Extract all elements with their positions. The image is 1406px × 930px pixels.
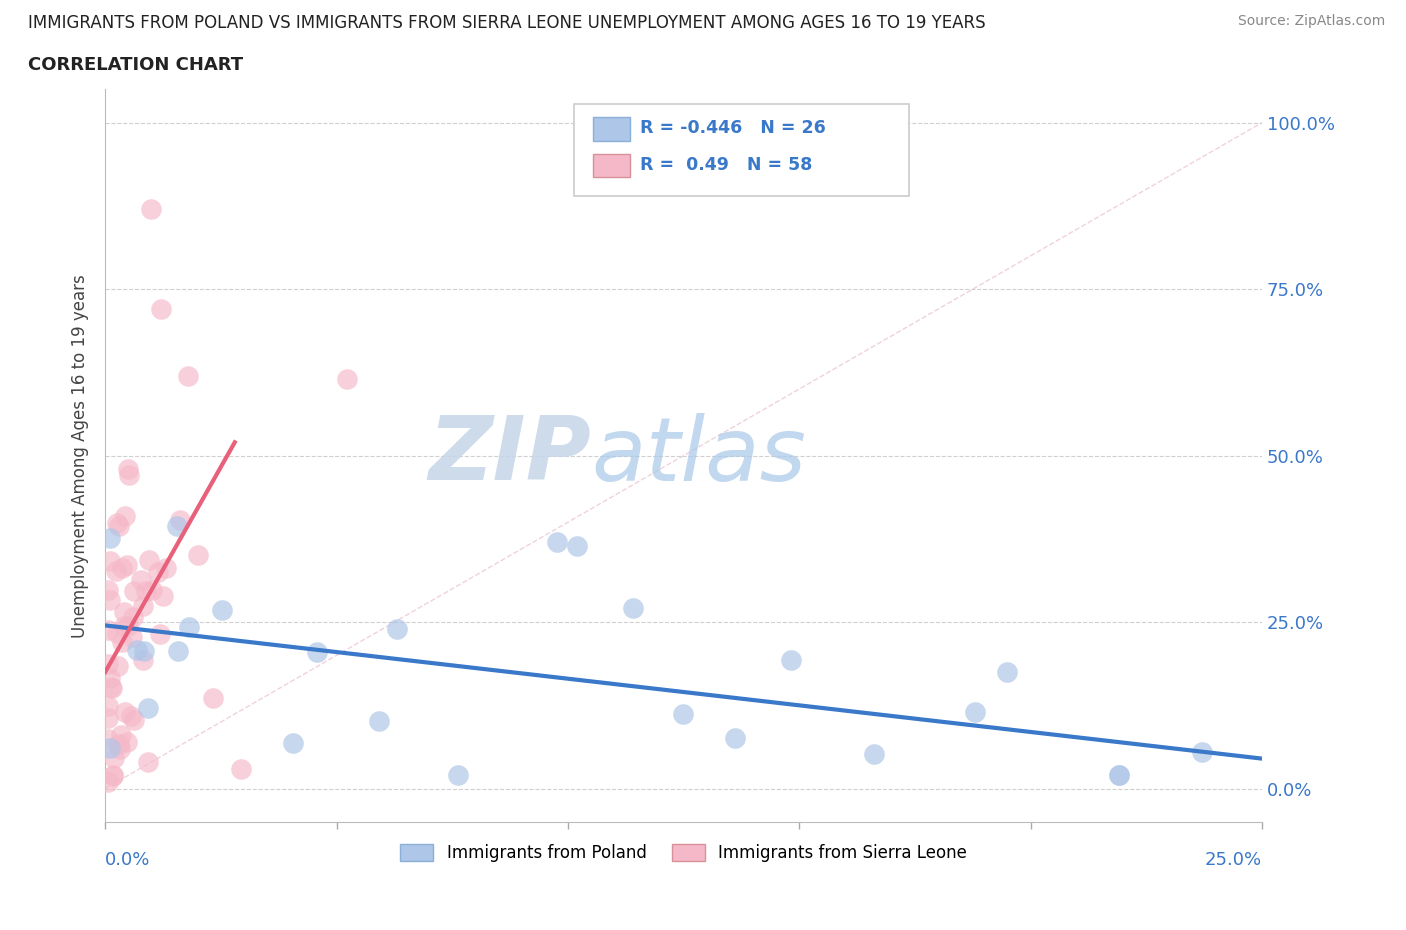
Point bbox=[121, 629, 143, 644]
Point bbox=[97, 582, 120, 597]
Text: R =  0.49   N = 58: R = 0.49 N = 58 bbox=[640, 156, 813, 174]
Point bbox=[112, 604, 135, 619]
Point bbox=[96, 711, 118, 725]
Point bbox=[146, 565, 169, 579]
Legend: Immigrants from Poland, Immigrants from Sierra Leone: Immigrants from Poland, Immigrants from … bbox=[394, 837, 974, 869]
Point bbox=[97, 657, 120, 671]
Point bbox=[307, 644, 329, 659]
Point bbox=[96, 622, 118, 637]
Text: Source: ZipAtlas.com: Source: ZipAtlas.com bbox=[1237, 14, 1385, 28]
Point bbox=[138, 552, 160, 567]
Point bbox=[114, 508, 136, 523]
Point bbox=[201, 691, 224, 706]
Text: CORRELATION CHART: CORRELATION CHART bbox=[28, 56, 243, 73]
Text: IMMIGRANTS FROM POLAND VS IMMIGRANTS FROM SIERRA LEONE UNEMPLOYMENT AMONG AGES 1: IMMIGRANTS FROM POLAND VS IMMIGRANTS FRO… bbox=[28, 14, 986, 32]
Bar bbox=[593, 153, 630, 178]
Point bbox=[149, 301, 172, 316]
Point bbox=[187, 548, 209, 563]
Point bbox=[155, 560, 177, 575]
Point bbox=[108, 741, 131, 756]
Point bbox=[103, 768, 125, 783]
Point bbox=[98, 740, 121, 755]
Point bbox=[167, 644, 190, 658]
Point bbox=[367, 713, 389, 728]
Point bbox=[117, 618, 139, 633]
Point bbox=[103, 768, 125, 783]
Point bbox=[211, 603, 233, 618]
Point bbox=[565, 538, 588, 553]
Point bbox=[117, 461, 139, 476]
Point bbox=[100, 680, 122, 695]
Point bbox=[963, 705, 986, 720]
Point bbox=[166, 518, 188, 533]
Text: 25.0%: 25.0% bbox=[1205, 851, 1263, 870]
Point bbox=[779, 652, 801, 667]
Point bbox=[231, 761, 253, 776]
Point bbox=[115, 735, 138, 750]
Point bbox=[1191, 745, 1213, 760]
Point bbox=[1108, 768, 1130, 783]
Point bbox=[132, 599, 155, 614]
Text: R = -0.446   N = 26: R = -0.446 N = 26 bbox=[640, 119, 825, 138]
Point bbox=[141, 202, 163, 217]
Point bbox=[1108, 768, 1130, 783]
Point bbox=[149, 627, 172, 642]
Point bbox=[863, 746, 886, 761]
Point bbox=[122, 610, 145, 625]
Point bbox=[141, 582, 163, 597]
Point bbox=[122, 584, 145, 599]
Point bbox=[179, 619, 201, 634]
Point bbox=[177, 368, 200, 383]
Point bbox=[114, 705, 136, 720]
Point bbox=[127, 643, 149, 658]
Point bbox=[336, 372, 359, 387]
Point bbox=[120, 709, 142, 724]
Point bbox=[385, 621, 408, 636]
Point bbox=[100, 554, 122, 569]
Point bbox=[107, 737, 129, 751]
Point bbox=[135, 583, 157, 598]
Point bbox=[132, 644, 155, 658]
Point bbox=[96, 698, 118, 713]
Point bbox=[724, 731, 747, 746]
Point bbox=[98, 531, 121, 546]
Point bbox=[136, 700, 159, 715]
Bar bbox=[593, 117, 630, 140]
Point bbox=[115, 558, 138, 573]
Point bbox=[136, 754, 159, 769]
Point bbox=[169, 512, 191, 527]
Point bbox=[995, 665, 1018, 680]
Point bbox=[101, 681, 124, 696]
Point bbox=[131, 572, 153, 587]
Point bbox=[111, 635, 134, 650]
Point bbox=[122, 712, 145, 727]
Point bbox=[152, 588, 174, 603]
Point bbox=[105, 626, 128, 641]
Point bbox=[621, 601, 644, 616]
Point bbox=[283, 736, 305, 751]
Y-axis label: Unemployment Among Ages 16 to 19 years: Unemployment Among Ages 16 to 19 years bbox=[72, 273, 89, 637]
Point bbox=[447, 768, 470, 783]
Point bbox=[672, 707, 695, 722]
Point bbox=[107, 519, 129, 534]
Point bbox=[96, 775, 118, 790]
Point bbox=[112, 618, 135, 633]
Text: 0.0%: 0.0% bbox=[105, 851, 150, 870]
Point bbox=[98, 592, 121, 607]
Point bbox=[105, 516, 128, 531]
Point bbox=[103, 751, 125, 765]
Point bbox=[546, 535, 568, 550]
Point bbox=[107, 658, 129, 673]
Text: atlas: atlas bbox=[591, 413, 806, 498]
Point bbox=[110, 727, 132, 742]
Point bbox=[96, 731, 118, 746]
Text: ZIP: ZIP bbox=[429, 412, 591, 499]
Point bbox=[132, 652, 155, 667]
Point bbox=[104, 564, 127, 578]
FancyBboxPatch shape bbox=[574, 104, 910, 195]
Point bbox=[111, 561, 134, 576]
Point bbox=[118, 468, 141, 483]
Point bbox=[98, 671, 121, 686]
